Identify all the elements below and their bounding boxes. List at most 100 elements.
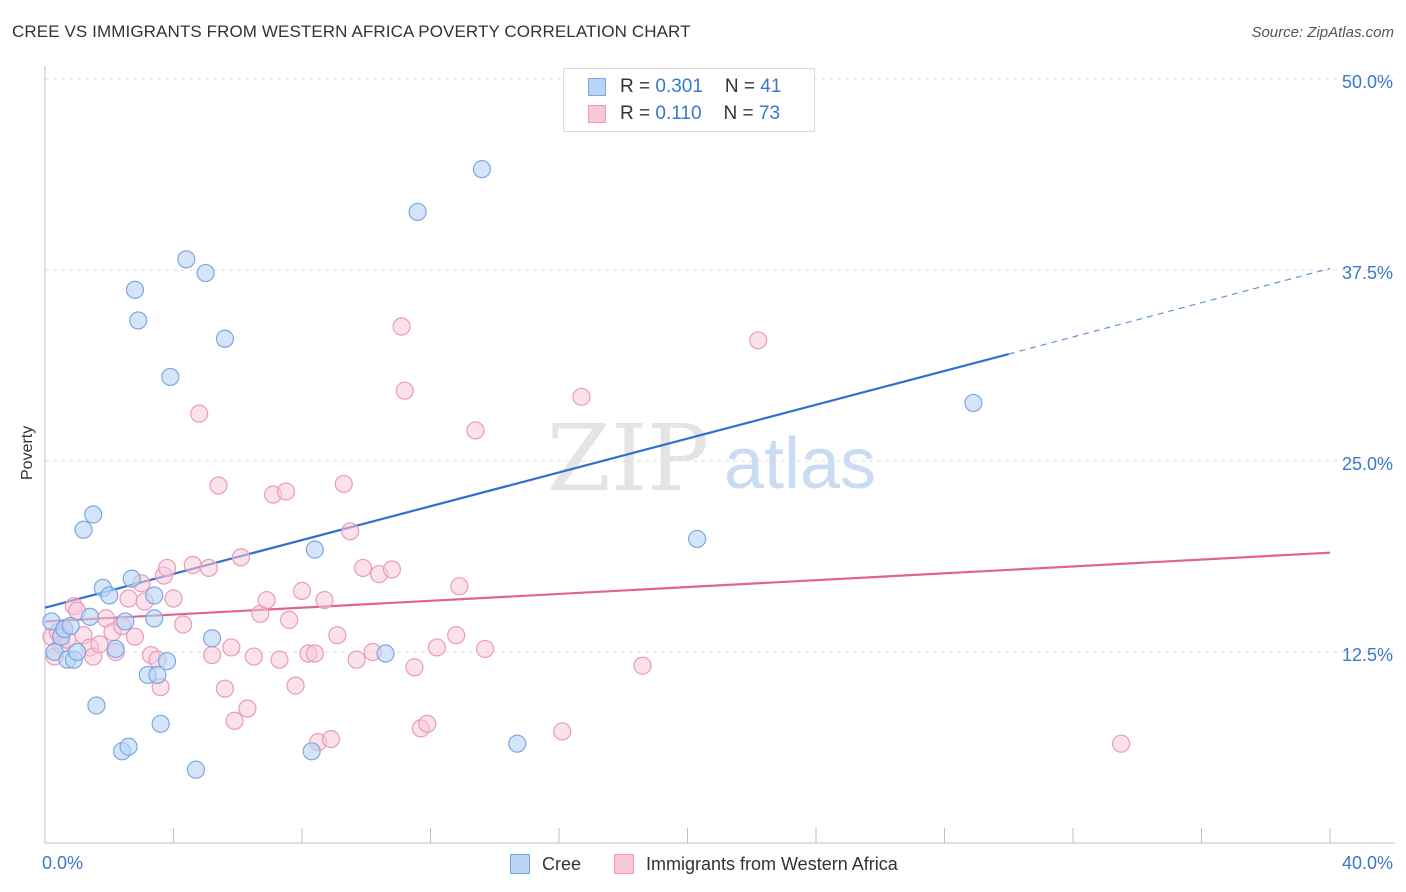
cree-point xyxy=(408,202,427,222)
watermark-atlas: atlas xyxy=(724,424,876,504)
cree-point xyxy=(145,586,164,605)
cree-point xyxy=(472,160,491,179)
cree-legend-label: Cree xyxy=(542,853,582,874)
waf-point xyxy=(321,729,341,749)
cree-point xyxy=(964,393,983,413)
waf-point xyxy=(183,555,202,575)
waf-point xyxy=(553,722,572,741)
source-credit: Source: ZipAtlas.com xyxy=(1251,24,1394,41)
legend-n-label: N = xyxy=(723,103,759,124)
waf-point xyxy=(418,714,437,733)
legend-row-cree: R = 0.301 N = 41 xyxy=(588,75,781,99)
bottom-legend-cree: Cree xyxy=(510,852,581,876)
cree-point xyxy=(688,529,707,549)
chart-title: CREE VS IMMIGRANTS FROM WESTERN AFRICA P… xyxy=(12,22,691,41)
waf-point xyxy=(164,589,183,608)
watermark: ZIP atlas xyxy=(547,405,876,512)
cree-series-points xyxy=(42,160,983,779)
bottom-legend-waf: Immigrants from Western Africa xyxy=(614,852,898,876)
waf-point xyxy=(347,650,366,669)
cree-point xyxy=(186,760,206,779)
waf-point xyxy=(280,610,299,630)
cree-point xyxy=(302,742,321,761)
legend-n-label: N = xyxy=(724,76,761,97)
cree-point xyxy=(376,644,395,663)
waf-point xyxy=(157,558,177,578)
waf-point xyxy=(231,548,251,567)
legend-r-value: 0.301 xyxy=(655,76,703,97)
waf-point xyxy=(190,404,209,423)
waf-point xyxy=(209,476,228,495)
cree-point xyxy=(129,311,148,330)
tick-labels: 12.5% 25.0% 37.5% 50.0% 0.0% 40.0% xyxy=(42,72,1393,873)
x-tick-label: 0.0% xyxy=(42,853,83,873)
waf-point xyxy=(466,421,485,440)
waf-point xyxy=(334,474,353,494)
waf-point xyxy=(202,645,222,665)
waf-point xyxy=(119,589,138,608)
waf-point xyxy=(749,331,768,350)
legend-r-label: R = xyxy=(620,103,656,124)
waf-point xyxy=(199,558,218,578)
cree-point xyxy=(145,609,164,628)
waf-legend-label: Immigrants from Western Africa xyxy=(646,853,898,874)
waf-point xyxy=(447,626,466,645)
waf-point xyxy=(341,522,360,541)
waf-point xyxy=(315,590,334,610)
waf-point xyxy=(328,626,347,645)
waf-point xyxy=(276,482,296,501)
waf-point xyxy=(292,581,312,600)
cree-legend-swatch xyxy=(510,854,530,874)
waf-point xyxy=(450,577,469,596)
waf-point xyxy=(572,387,591,406)
cree-point xyxy=(68,642,87,662)
cree-point xyxy=(148,665,167,685)
correlation-legend: R = 0.301 N = 41 R = 0.110 N = 73 xyxy=(563,68,815,132)
waf-point xyxy=(215,679,234,698)
waf-point xyxy=(244,647,263,666)
cree-point xyxy=(177,250,196,269)
cree-point xyxy=(151,714,170,733)
cree-point xyxy=(215,329,234,348)
y-tick-label: 25.0% xyxy=(1342,454,1393,474)
cree-point xyxy=(84,505,103,524)
cree-point xyxy=(508,734,527,753)
waf-point xyxy=(395,381,414,400)
cree-point xyxy=(122,569,141,588)
waf-point xyxy=(238,699,257,718)
cree-point xyxy=(116,612,135,631)
waf-point xyxy=(353,558,373,578)
cree-point xyxy=(106,639,125,659)
cree-point xyxy=(119,737,138,756)
legend-n-value: 41 xyxy=(760,76,782,97)
waf-point xyxy=(1112,734,1131,753)
waf-swatch xyxy=(588,105,606,123)
cree-point xyxy=(100,586,119,605)
cree-point xyxy=(125,280,145,299)
waf-legend-swatch xyxy=(614,854,634,874)
cree-point xyxy=(202,629,222,648)
cree-point xyxy=(196,263,215,283)
cree-swatch xyxy=(588,78,606,96)
watermark-zip: ZIP xyxy=(547,405,709,512)
waf-point xyxy=(382,560,402,579)
waf-point xyxy=(392,317,411,336)
cree-point xyxy=(157,652,177,671)
waf-point xyxy=(174,615,193,634)
cree-point xyxy=(80,607,100,626)
waf-point xyxy=(405,658,424,677)
cree-point xyxy=(161,367,180,387)
waf-point xyxy=(427,638,447,657)
waf-point xyxy=(286,676,305,695)
gridlines xyxy=(45,78,1395,653)
y-tick-label: 50.0% xyxy=(1342,72,1393,92)
y-tick-label: 12.5% xyxy=(1342,645,1393,665)
y-tick-label: 37.5% xyxy=(1342,263,1393,283)
cree-point xyxy=(87,696,106,715)
waf-point xyxy=(270,650,289,669)
x-tick-label: 40.0% xyxy=(1342,853,1393,873)
waf-point xyxy=(476,639,495,659)
legend-n-value: 73 xyxy=(758,103,781,124)
